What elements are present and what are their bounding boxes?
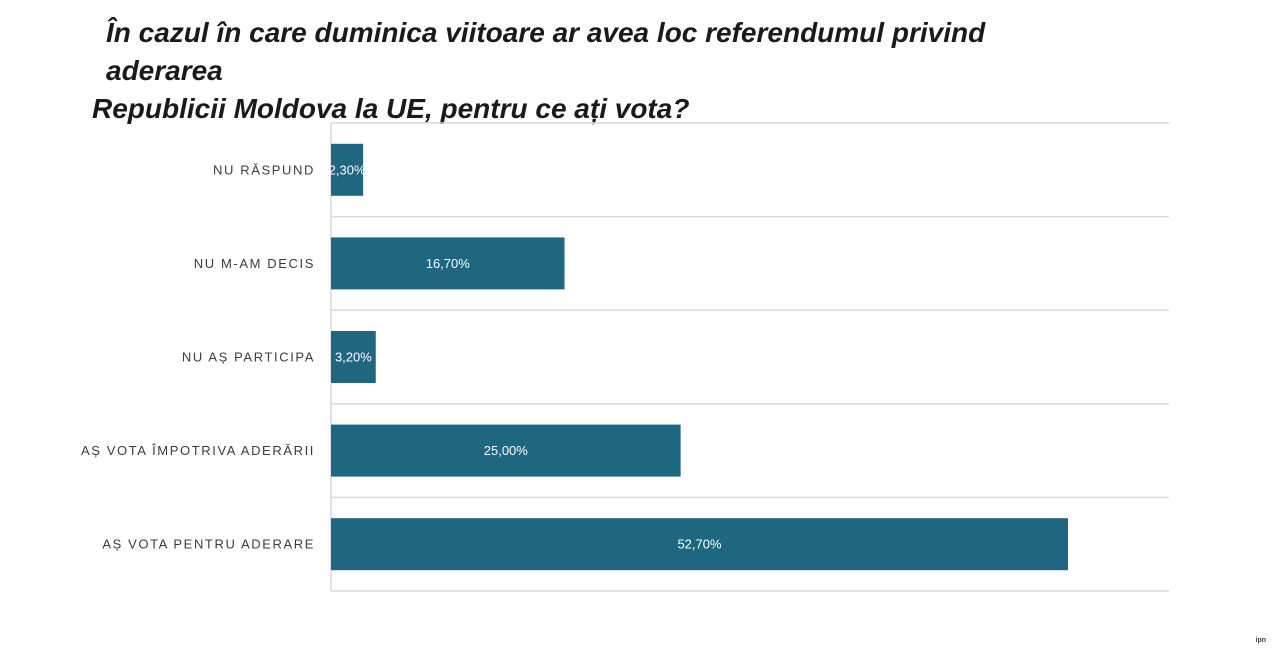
data-label: 16,70% — [426, 256, 471, 271]
watermark-logo: ipn — [1255, 637, 1267, 644]
category-label: AȘ VOTA ÎMPOTRIVA ADERĂRII — [81, 443, 315, 458]
bar — [331, 237, 565, 290]
data-label: 52,70% — [677, 537, 722, 552]
chart-title: În cazul în care duminica viitoare ar av… — [92, 14, 1092, 128]
data-label: 2,30% — [329, 162, 366, 177]
data-label: 3,20% — [335, 350, 372, 365]
bar — [331, 424, 681, 477]
bar — [331, 331, 376, 383]
category-label: NU AȘ PARTICIPA — [182, 350, 315, 365]
chart-title-line-1: În cazul în care duminica viitoare ar av… — [106, 17, 986, 86]
chart-title-line-2: Republicii Moldova la UE, pentru ce ați … — [92, 93, 690, 124]
category-label: AȘ VOTA PENTRU ADERARE — [102, 537, 315, 552]
bar — [331, 143, 364, 196]
bar — [331, 518, 1068, 571]
data-label: 25,00% — [484, 443, 529, 458]
category-label: NU M-AM DECIS — [194, 256, 315, 271]
category-label: NU RĂSPUND — [213, 162, 315, 177]
